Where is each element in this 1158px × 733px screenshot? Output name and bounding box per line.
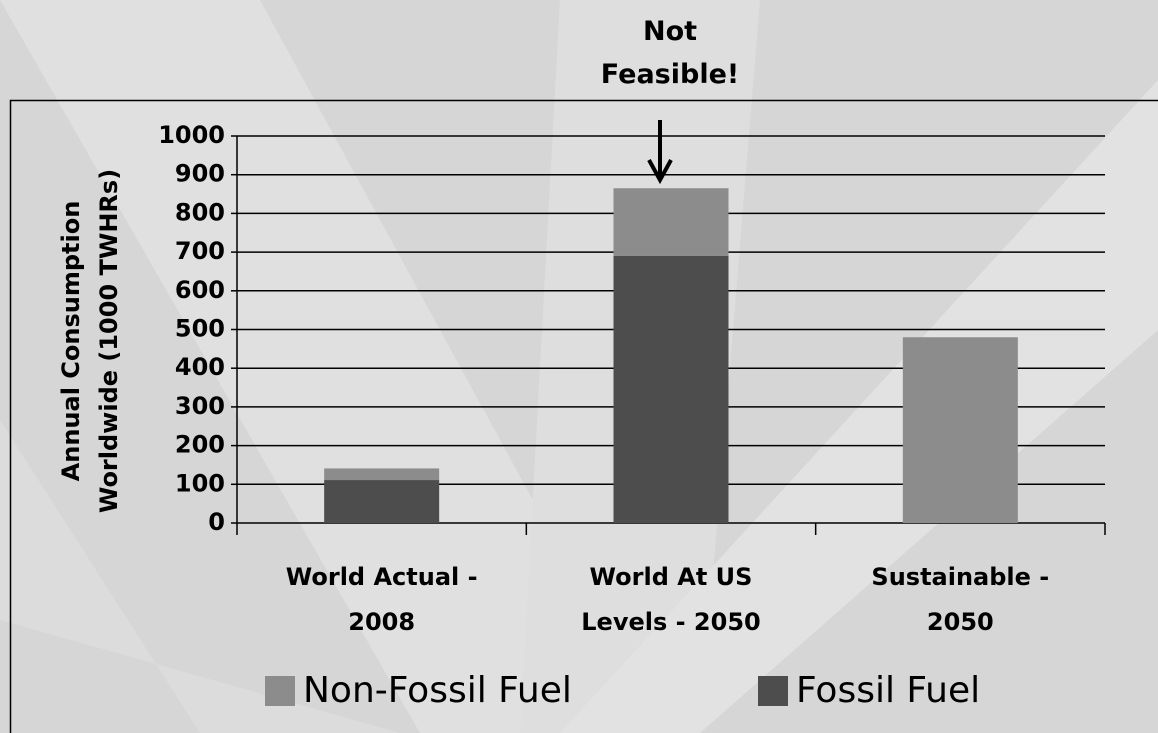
legend-label: Fossil Fuel [796,670,980,711]
y-tick-label: 0 [208,508,225,536]
y-tick-label: 200 [175,431,225,459]
background-ray [0,420,400,733]
legend-swatch [758,676,788,706]
background-ray [0,0,660,733]
y-tick-label: 300 [175,392,225,420]
annotation-arrowhead [647,159,673,185]
y-tick-label: 900 [175,160,225,188]
chart-frame [9,99,1158,733]
y-tick-label: 800 [175,198,225,226]
annotation: Not Feasible! [600,16,740,90]
y-axis-label: Annual Consumption Worldwide (1000 TWHRs… [57,168,123,514]
y-tick-label: 600 [175,276,225,304]
legend-label: Non-Fossil Fuel [303,670,572,711]
y-tick-label: 400 [175,353,225,381]
y-tick-label: 700 [175,237,225,265]
bar-segment [324,480,440,523]
x-tick-label: Sustainable - 2050 [871,563,1050,636]
bar-segment [324,468,440,481]
bar-segment [902,337,1018,523]
x-tick-label: World Actual - 2008 [285,563,478,636]
legend-swatch [265,676,295,706]
x-tick-label: World At US Levels - 2050 [581,563,761,636]
bar-segment [613,255,729,523]
y-tick-label: 1000 [158,121,225,149]
bar-segment [613,188,729,256]
y-tick-label: 500 [175,315,225,343]
y-tick-label: 100 [175,469,225,497]
